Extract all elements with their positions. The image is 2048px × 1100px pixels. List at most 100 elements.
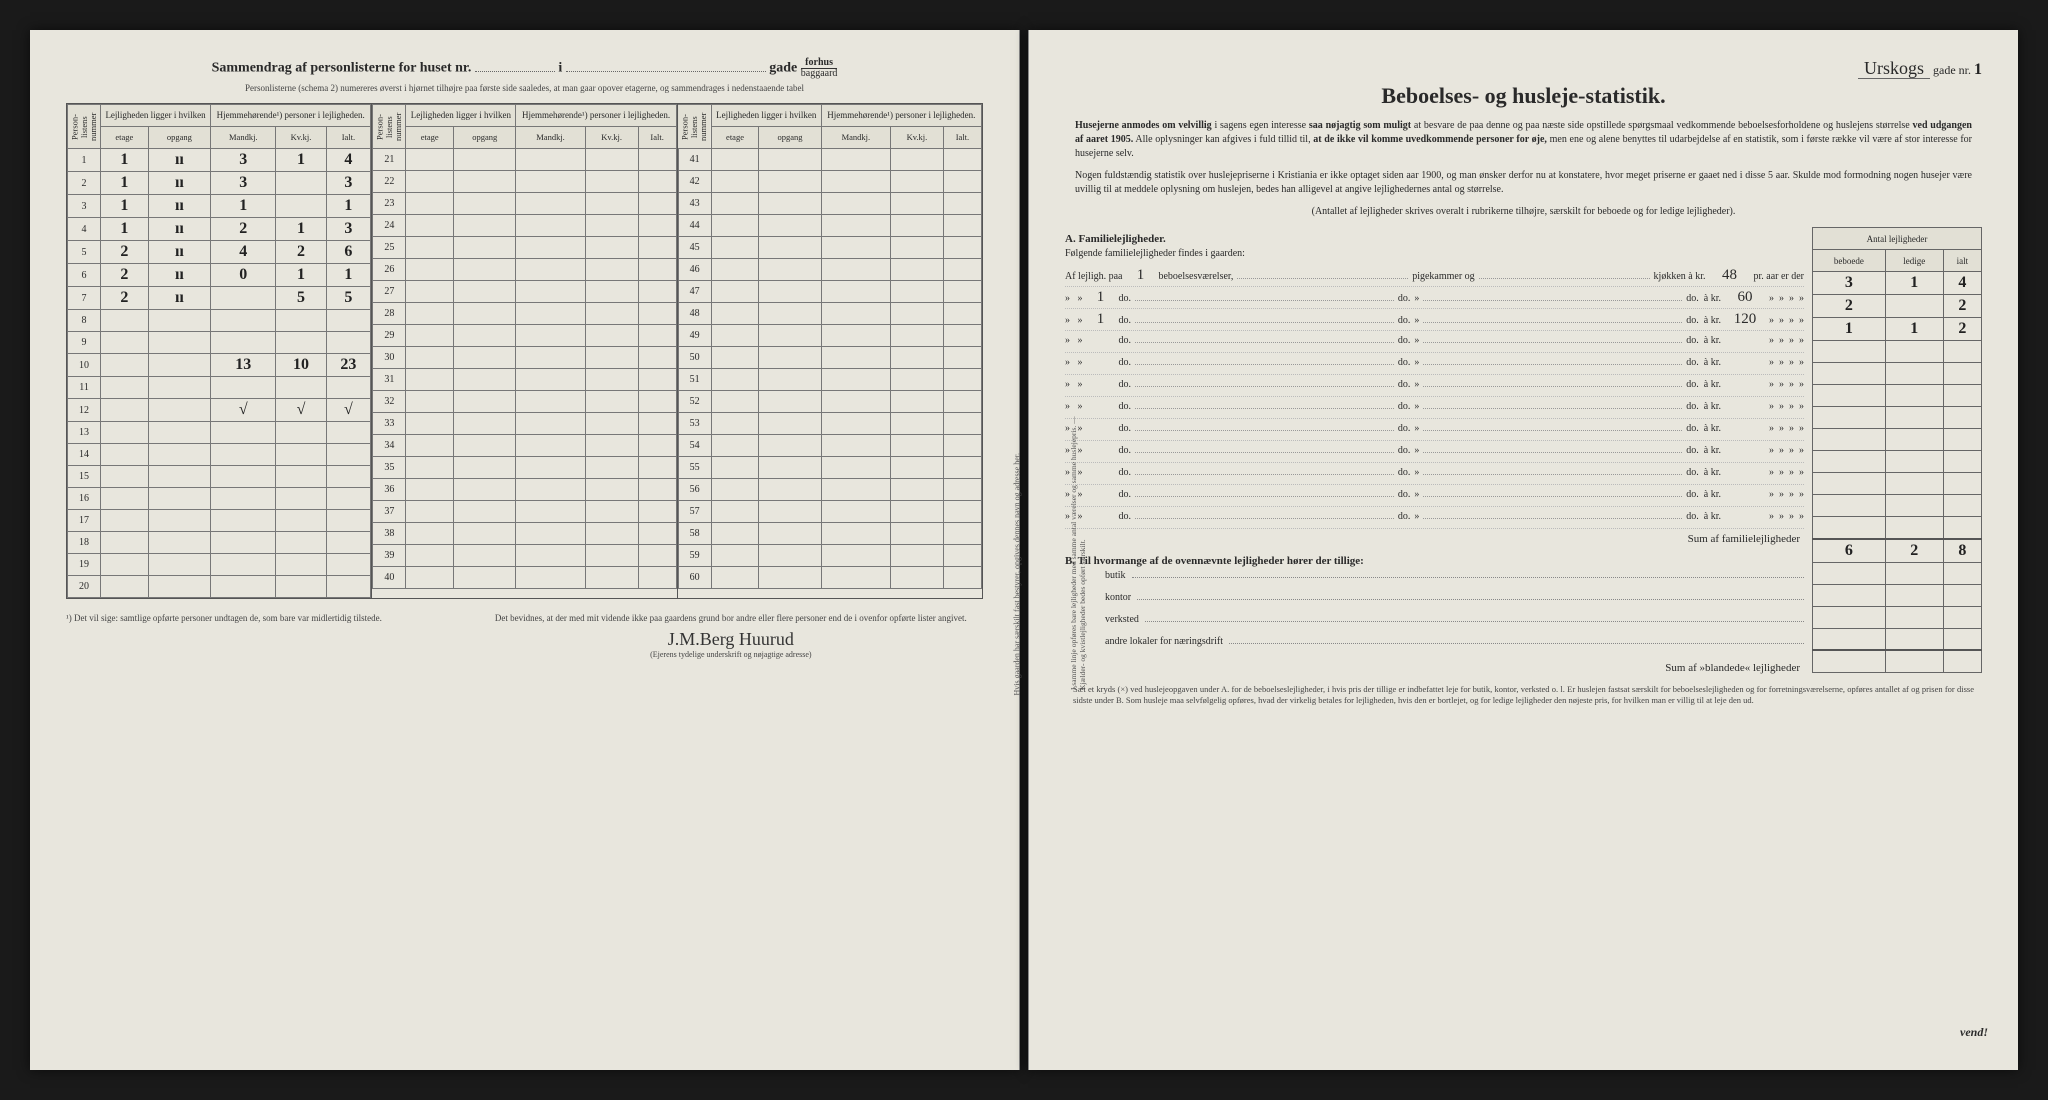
section-a-label: A. Familielejligheder.	[1065, 233, 1804, 245]
apt-line: » » do. do.» do. à kr. » » » »	[1065, 353, 1804, 375]
table-row: 56	[678, 479, 981, 501]
street-blank	[566, 60, 766, 72]
count-hdr-group: Antal lejligheder	[1813, 228, 1982, 250]
table-row: 14	[68, 444, 371, 466]
b-line: kontor	[1065, 592, 1804, 614]
right-header: Urskogs gade nr. 1	[1065, 58, 1982, 79]
right-title: Beboelses- og husleje-statistik.	[1065, 83, 1982, 109]
section-b-lines: butik kontor verksted andre lokaler for …	[1065, 570, 1804, 658]
table-row: 52	[678, 391, 981, 413]
count-row	[1813, 407, 1982, 429]
apt-line: » » do. do.» do. à kr. » » » »	[1065, 331, 1804, 353]
table-row: 50	[678, 347, 981, 369]
table-row: 19	[68, 554, 371, 576]
section-b-label: B. Til hvormange af de ovennævnte lejlig…	[1065, 555, 1804, 567]
count-row: 112	[1813, 318, 1982, 341]
b-line: andre lokaler for næringsdrift	[1065, 636, 1804, 658]
person-table-2: Person-listens nummer Lejligheden ligger…	[372, 104, 676, 589]
count-row	[1813, 517, 1982, 539]
count-hdr-beboede: beboede	[1813, 250, 1886, 272]
left-title: Sammendrag af personlisterne for huset n…	[66, 58, 983, 79]
left-vertical-note: Hvis gaarden har særskilt fast bestyrer,…	[1013, 453, 1022, 696]
table-row: 11	[68, 377, 371, 399]
table-row: 37	[373, 501, 676, 523]
count-hdr-ledige: ledige	[1885, 250, 1943, 272]
count-row	[1813, 562, 1982, 584]
table-row: 48	[678, 303, 981, 325]
table-row: 47	[678, 281, 981, 303]
table-row: 5 2 ıı 4 2 6	[68, 241, 371, 264]
table-row: 45	[678, 237, 981, 259]
left-footer: ¹) Det vil sige: samtlige opførte person…	[66, 613, 983, 659]
table-row: 39	[373, 545, 676, 567]
table-row: 16	[68, 488, 371, 510]
table-row: 1 1 ıı 3 1 4	[68, 149, 371, 172]
apt-line: » » do. do.» do. à kr. » » » »	[1065, 507, 1804, 529]
vend-label: vend!	[1960, 1025, 1988, 1040]
table-row: 51	[678, 369, 981, 391]
left-page: Sammendrag af personlisterne for huset n…	[30, 30, 1020, 1070]
table-row: 43	[678, 193, 981, 215]
table-row: 26	[373, 259, 676, 281]
table-row: 13	[68, 422, 371, 444]
table-row: 58	[678, 523, 981, 545]
left-title-i: i	[558, 61, 562, 76]
table-row: 60	[678, 567, 981, 589]
count-tbody: 314 22 112 6 2 8	[1813, 272, 1982, 673]
section-a-left: A. Familielejligheder. Følgende familiel…	[1065, 227, 1804, 674]
count-row	[1813, 628, 1982, 650]
intro-3: (Antallet af lejligheder skrives overalt…	[1065, 205, 1982, 219]
table-row: 7 2 ıı 5 5	[68, 287, 371, 310]
section-a-wrap: A. Familielejligheder. Følgende familiel…	[1065, 227, 1982, 674]
table-row: 36	[373, 479, 676, 501]
person-table-3: Person-listens nummer Lejligheden ligger…	[678, 104, 982, 589]
table-row: 30	[373, 347, 676, 369]
left-title-prefix: Sammendrag af personlisterne for huset n…	[212, 61, 472, 76]
left-footnote: ¹) Det vil sige: samtlige opførte person…	[66, 613, 414, 659]
table-row: 27	[373, 281, 676, 303]
table-row: 46	[678, 259, 981, 281]
b-line: verksted	[1065, 614, 1804, 636]
table-row: 35	[373, 457, 676, 479]
apt-line: Af lejligh. paa 1 beboelsesværelser, pig…	[1065, 265, 1804, 287]
apt-line: » » do. do.» do. à kr. » » » »	[1065, 441, 1804, 463]
person-table-1: Person-listens nummer Lejligheden ligger…	[67, 104, 371, 598]
table-row: 54	[678, 435, 981, 457]
count-row: 22	[1813, 295, 1982, 318]
left-title-gade: gade	[769, 61, 797, 76]
count-sum-row: 6 2 8	[1813, 539, 1982, 563]
left-bevidnes: Det bevidnes, at der med mit vidende ikk…	[479, 613, 983, 623]
count-row	[1813, 473, 1982, 495]
signature: J.M.Berg Huurud	[479, 629, 983, 650]
husno-blank	[475, 60, 555, 72]
count-row	[1813, 363, 1982, 385]
count-row	[1813, 451, 1982, 473]
table-row: 15	[68, 466, 371, 488]
count-table-wrap: Antal lejligheder beboede ledige ialt 31…	[1812, 227, 1982, 674]
document-spread: Sammendrag af personlisterne for huset n…	[30, 30, 2018, 1070]
count-hdr-ialt: ialt	[1943, 250, 1981, 272]
table-row: 21	[373, 149, 676, 171]
table-row: 4 1 ıı 2 1 3	[68, 218, 371, 241]
street-handwritten: Urskogs	[1858, 58, 1930, 79]
apt-line: » » do. do.» do. à kr. » » » »	[1065, 419, 1804, 441]
table-row: 40	[373, 567, 676, 589]
apt-line: » » do. do.» do. à kr. » » » »	[1065, 375, 1804, 397]
person-block-1: Person-listens nummer Lejligheden ligger…	[67, 104, 372, 598]
apt-line: » » do. do.» do. à kr. » » » »	[1065, 463, 1804, 485]
count-row: 314	[1813, 272, 1982, 295]
table-row: 3 1 ıı 1 1	[68, 195, 371, 218]
intro-2: Nogen fuldstændig statistik over husleje…	[1065, 169, 1982, 197]
count-row	[1813, 341, 1982, 363]
count-table: Antal lejligheder beboede ledige ialt 31…	[1812, 227, 1982, 673]
sum-b-label: Sum af »blandede« lejligheder	[1065, 662, 1804, 674]
table-row: 28	[373, 303, 676, 325]
right-footer: Sæt et kryds (×) ved huslejeopgaven unde…	[1065, 684, 1982, 706]
gade-label: gade nr.	[1933, 63, 1971, 77]
table-row: 33	[373, 413, 676, 435]
person-tbody-1: 1 1 ıı 3 1 4 2 1 ıı 3 3 3 1 ıı 1 1 4 1 ı…	[68, 149, 371, 598]
person-block-2: Person-listens nummer Lejligheden ligger…	[372, 104, 677, 598]
person-tbody-3: 4142434445464748495051525354555657585960	[678, 149, 981, 589]
right-vertical-note: I samme linje opføres bare lejligheder m…	[1069, 390, 1087, 690]
table-row: 55	[678, 457, 981, 479]
